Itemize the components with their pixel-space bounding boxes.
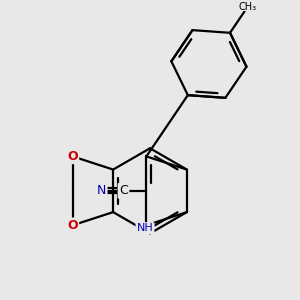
Text: C: C <box>119 184 128 197</box>
Text: CH₃: CH₃ <box>238 2 256 12</box>
Text: N: N <box>97 184 106 197</box>
Text: O: O <box>68 219 78 232</box>
Text: NH: NH <box>136 223 153 233</box>
Text: O: O <box>68 150 78 163</box>
